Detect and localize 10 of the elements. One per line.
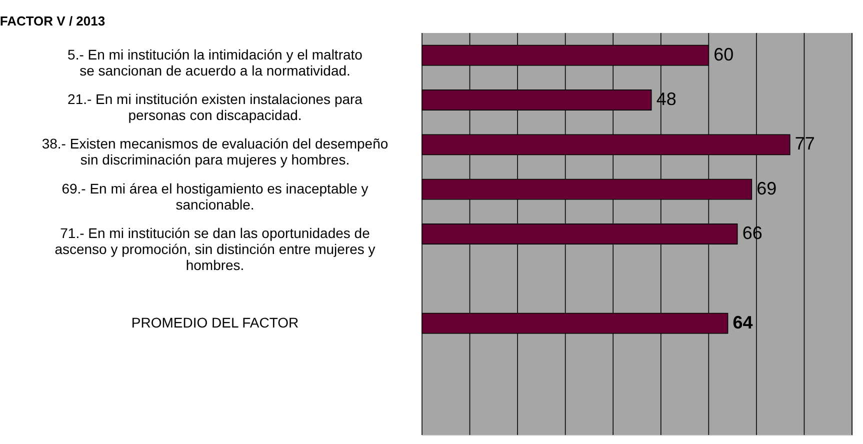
data-label: 64 — [732, 312, 753, 332]
y-tick-label: 21.- En mi institución existen instalaciones para personas con discapacidad. — [68, 91, 363, 123]
text: FACTOR V / 2013 — [0, 14, 106, 29]
y-tick-label: PROMEDIO DEL FACTOR — [131, 314, 299, 330]
y-tick-label: 71.- En mi institución se dan las oportunidades de ascenso y promoción, sin distinción entre mujeres y hombres. — [54, 225, 376, 273]
y-tick-label: 38.- Existen mecanismos de evaluación del desempeño sin discriminación para mujeres y hombres. — [42, 136, 388, 168]
y-tick-label: 5.- En mi institución la intimidación y el maltrato se sancionan de acuerdo a la normatividad. — [68, 46, 363, 78]
data-label: 69 — [756, 178, 777, 198]
y-tick-label: 69.- En mi área el hostigamiento es inaceptable y sancionable. — [62, 180, 368, 212]
data-label: 60 — [714, 44, 734, 64]
